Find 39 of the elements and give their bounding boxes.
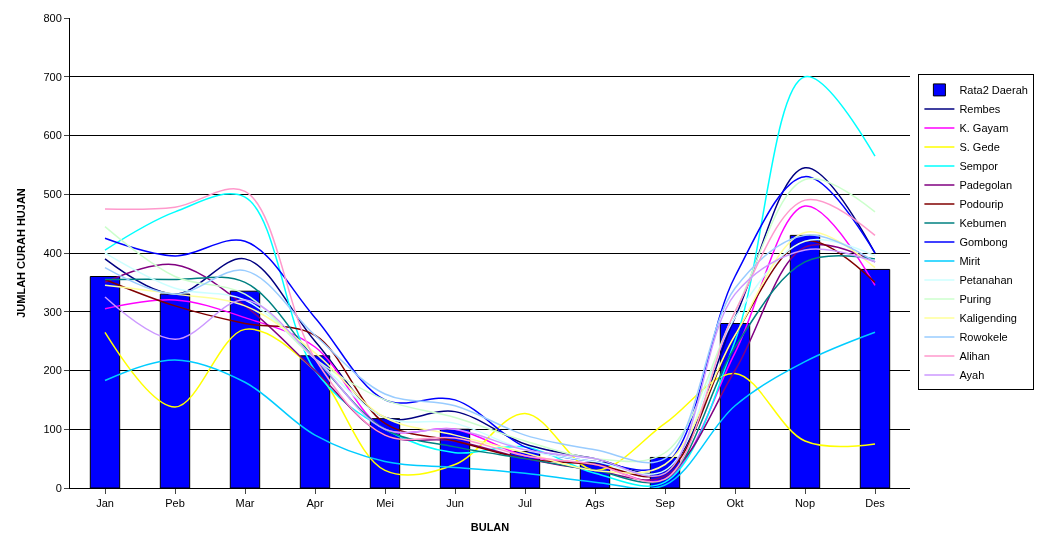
x-tick-label: Sep [655,497,675,510]
legend-label: Sempor [959,160,999,173]
x-tick-label: Des [865,497,886,510]
legend-label: Petanahan [959,274,1013,287]
y-tick-label: 500 [43,188,62,201]
legend-label: Mirit [959,255,981,268]
x-tick-label: Jul [517,497,533,510]
y-tick-label: 700 [43,70,62,83]
y-tick-label: 300 [43,305,62,318]
x-tick-label: Nop [794,497,816,510]
x-tick-label: Apr [306,497,324,510]
legend-label: S. Gede [959,141,1000,154]
x-tick-label: Mei [376,497,394,510]
legend-label: Alihan [959,350,990,363]
legend-label: K. Gayam [959,122,1009,135]
legend-label: Gombong [959,236,1008,249]
x-tick-label: Jan [96,497,114,510]
legend-label: Rowokele [959,331,1008,344]
legend-label: Puring [959,293,992,306]
legend-label: Ayah [959,369,985,382]
x-tick-label: Okt [726,497,744,510]
y-tick-label: 200 [43,364,62,377]
legend-label: Rembes [959,103,1001,116]
y-axis-title: JUMLAH CURAH HUJAN [15,188,28,318]
x-tick-label: Mar [235,497,255,510]
x-axis-title: BULAN [470,521,510,534]
x-tick-label: Ags [585,497,605,510]
y-tick-label: 800 [43,11,62,24]
y-tick-label: 400 [43,246,62,259]
y-tick-label: 600 [43,129,62,142]
y-tick-label: 100 [43,423,62,436]
legend-label: Podourip [959,198,1004,211]
legend-label: Kaligending [959,312,1017,325]
legend-label: Padegolan [959,179,1013,192]
legend-label: Rata2 Daerah [959,84,1028,97]
y-tick-label: 0 [55,481,62,494]
x-tick-label: Peb [165,497,185,510]
x-tick-label: Jun [446,497,464,510]
legend-label: Kebumen [959,217,1007,230]
